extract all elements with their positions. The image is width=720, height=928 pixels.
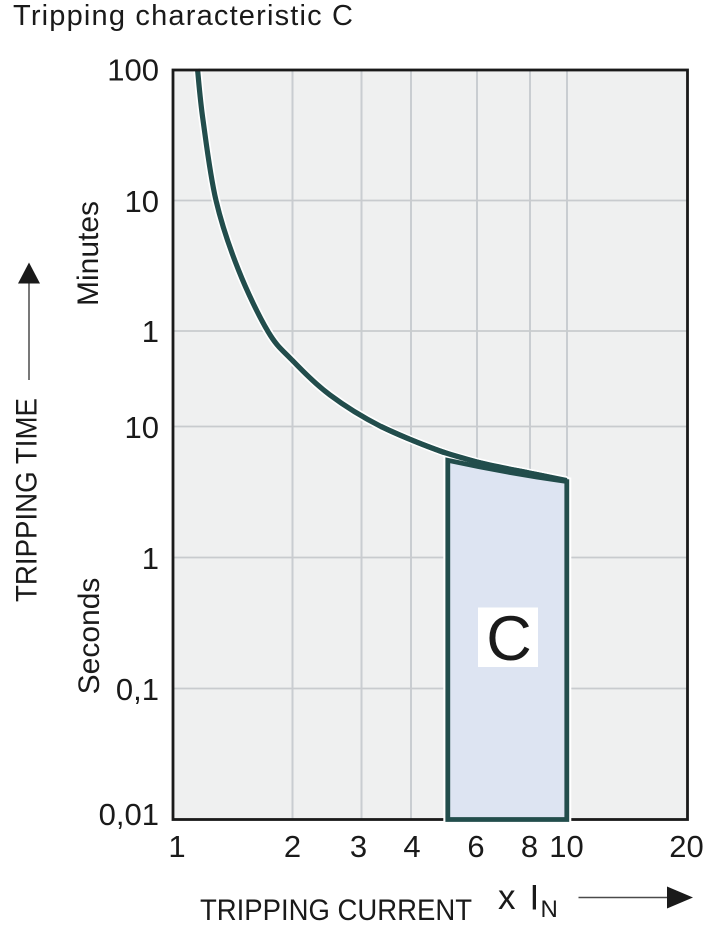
svg-text:0,1: 0,1 (116, 672, 159, 707)
svg-text:Minutes: Minutes (72, 201, 105, 306)
svg-text:3: 3 (350, 829, 367, 864)
svg-text:x: x (498, 878, 516, 917)
svg-text:100: 100 (107, 53, 159, 88)
svg-text:N: N (541, 896, 558, 923)
svg-text:10: 10 (549, 829, 583, 864)
svg-text:1: 1 (142, 541, 159, 576)
svg-text:1: 1 (168, 829, 185, 864)
svg-text:2: 2 (284, 829, 301, 864)
svg-text:TRIPPING TIME: TRIPPING TIME (11, 398, 44, 602)
svg-text:4: 4 (403, 829, 420, 864)
svg-text:20: 20 (669, 829, 703, 864)
svg-text:10: 10 (125, 410, 159, 445)
svg-text:1: 1 (142, 314, 159, 349)
svg-text:Tripping characteristic C: Tripping characteristic C (13, 0, 353, 32)
svg-text:6: 6 (467, 829, 484, 864)
svg-text:0,01: 0,01 (99, 797, 159, 832)
svg-text:C: C (486, 604, 532, 674)
svg-text:TRIPPING CURRENT: TRIPPING CURRENT (200, 894, 472, 927)
svg-text:10: 10 (125, 184, 159, 219)
svg-text:Seconds: Seconds (73, 578, 106, 695)
svg-text:I: I (530, 879, 540, 918)
svg-text:8: 8 (521, 829, 538, 864)
